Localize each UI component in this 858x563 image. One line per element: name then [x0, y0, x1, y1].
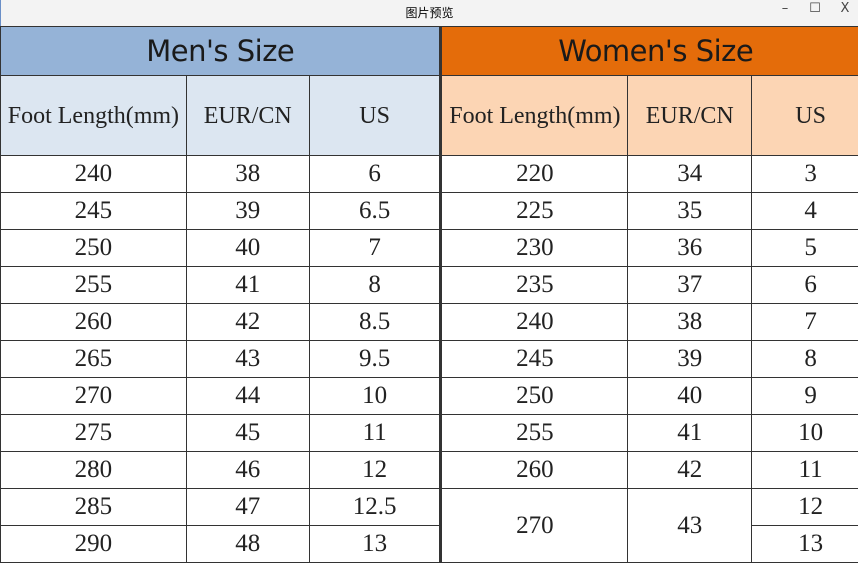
men-cell: 9.5 [309, 341, 441, 378]
women-cell: 3 [752, 156, 858, 193]
women-cell: 245 [441, 341, 628, 378]
women-cell: 34 [628, 156, 752, 193]
section-header-row: Men's Size Women's Size [1, 27, 858, 76]
women-cell: 240 [441, 304, 628, 341]
size-chart-image: Men's Size Women's Size Foot Length(mm)E… [0, 26, 858, 563]
women-cell: 8 [752, 341, 858, 378]
women-size-title: Women's Size [441, 27, 858, 76]
men-cell: 6 [309, 156, 441, 193]
women-cell: 42 [628, 452, 752, 489]
men-cell: 285 [1, 489, 187, 526]
women-cell: 37 [628, 267, 752, 304]
women-cell: 41 [628, 415, 752, 452]
women-cell: 4 [752, 193, 858, 230]
women-column-header: US [752, 76, 858, 156]
men-cell: 10 [309, 378, 441, 415]
men-cell: 44 [186, 378, 309, 415]
women-cell: 36 [628, 230, 752, 267]
men-column-header: EUR/CN [186, 76, 309, 156]
men-cell: 42 [186, 304, 309, 341]
women-cell: 225 [441, 193, 628, 230]
women-cell: 7 [752, 304, 858, 341]
women-cell: 220 [441, 156, 628, 193]
men-cell: 12.5 [309, 489, 441, 526]
women-cell: 255 [441, 415, 628, 452]
women-cell: 235 [441, 267, 628, 304]
women-cell: 10 [752, 415, 858, 452]
women-cell: 250 [441, 378, 628, 415]
men-cell: 245 [1, 193, 187, 230]
men-cell: 39 [186, 193, 309, 230]
window-title: 图片预览 [1, 4, 858, 21]
men-size-title: Men's Size [1, 27, 441, 76]
women-cell: 11 [752, 452, 858, 489]
women-cell: 6 [752, 267, 858, 304]
men-cell: 40 [186, 230, 309, 267]
men-cell: 240 [1, 156, 187, 193]
women-column-header: Foot Length(mm) [441, 76, 628, 156]
men-cell: 270 [1, 378, 187, 415]
men-cell: 47 [186, 489, 309, 526]
women-cell: 5 [752, 230, 858, 267]
men-cell: 255 [1, 267, 187, 304]
men-cell: 6.5 [309, 193, 441, 230]
men-cell: 41 [186, 267, 309, 304]
men-cell: 43 [186, 341, 309, 378]
men-cell: 38 [186, 156, 309, 193]
men-cell: 250 [1, 230, 187, 267]
minimize-button[interactable]: – [771, 0, 799, 22]
women-cell: 230 [441, 230, 628, 267]
women-cell: 12 [752, 489, 858, 526]
men-cell: 265 [1, 341, 187, 378]
women-column-header: EUR/CN [628, 76, 752, 156]
close-button[interactable]: X [831, 0, 858, 22]
men-column-header: Foot Length(mm) [1, 76, 187, 156]
men-cell: 260 [1, 304, 187, 341]
women-cell: 270 [441, 489, 628, 563]
men-cell: 46 [186, 452, 309, 489]
women-cell: 38 [628, 304, 752, 341]
maximize-button[interactable]: ☐ [801, 0, 829, 22]
size-table: Men's Size Women's Size Foot Length(mm)E… [0, 26, 858, 563]
men-cell: 12 [309, 452, 441, 489]
women-cell: 35 [628, 193, 752, 230]
window-title-bar: 图片预览 – ☐ X [0, 0, 858, 26]
men-cell: 11 [309, 415, 441, 452]
women-cell: 39 [628, 341, 752, 378]
women-cell: 9 [752, 378, 858, 415]
women-cell: 40 [628, 378, 752, 415]
men-cell: 275 [1, 415, 187, 452]
men-cell: 45 [186, 415, 309, 452]
men-cell: 7 [309, 230, 441, 267]
women-cell: 43 [628, 489, 752, 563]
men-column-header: US [309, 76, 441, 156]
men-cell: 8.5 [309, 304, 441, 341]
men-cell: 8 [309, 267, 441, 304]
men-cell: 280 [1, 452, 187, 489]
women-cell: 260 [441, 452, 628, 489]
